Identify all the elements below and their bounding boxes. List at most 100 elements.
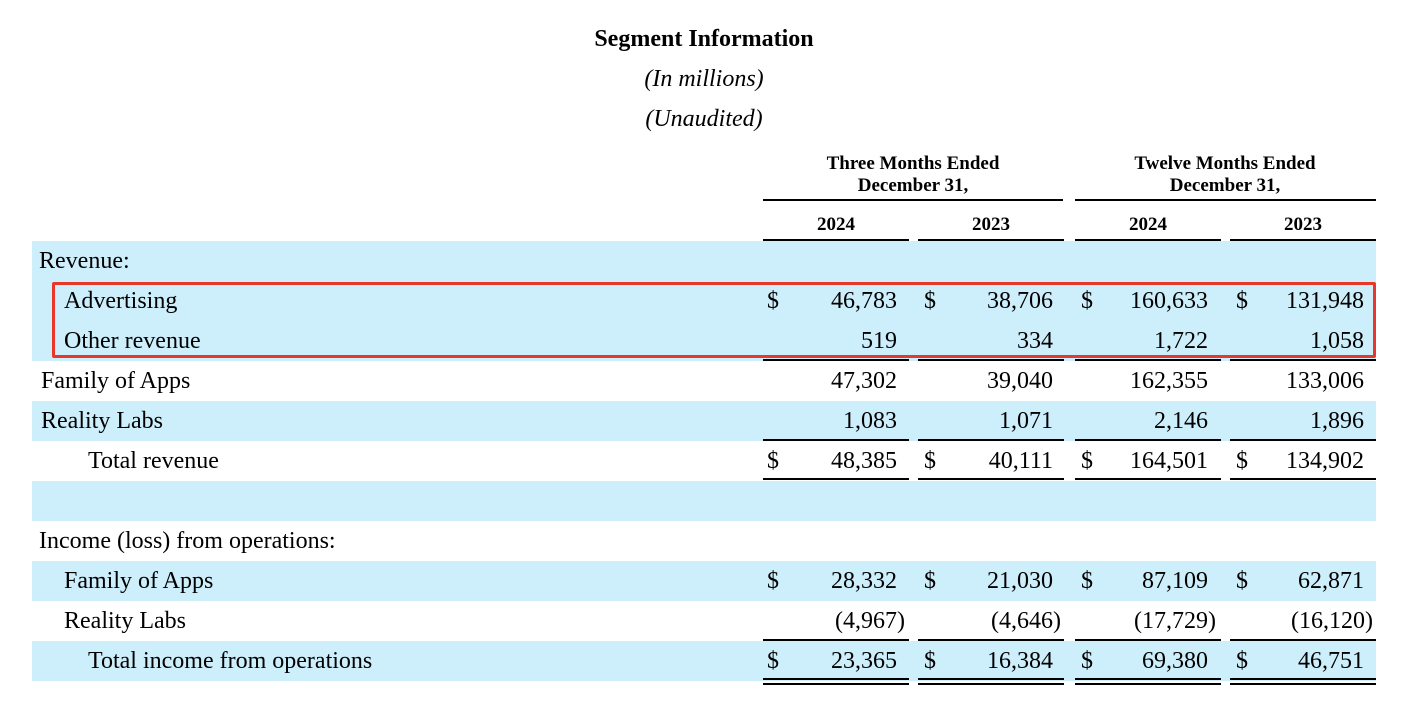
value-cell: 21,030 — [987, 568, 1053, 594]
row-label: Income (loss) from operations: — [39, 528, 336, 554]
table-row: Total income from operations $ 23,365 $ … — [32, 641, 1376, 681]
period-line1: Three Months Ended — [826, 153, 1000, 174]
value-cell: 38,706 — [987, 288, 1053, 314]
subtotal-rule — [763, 359, 909, 361]
highlight-box — [52, 282, 1376, 358]
row-label: Other revenue — [64, 328, 201, 354]
dollar-sign: $ — [1081, 568, 1093, 594]
row-label: Reality Labs — [41, 408, 163, 434]
year-rule — [918, 239, 1064, 241]
period-header-twelve-months: Twelve Months Ended December 31, — [1075, 153, 1375, 197]
subtotal-rule — [918, 359, 1064, 361]
value-cell: 133,006 — [1286, 368, 1364, 394]
dollar-sign: $ — [924, 648, 936, 674]
dollar-sign: $ — [924, 568, 936, 594]
value-cell: 87,109 — [1142, 568, 1208, 594]
value-cell: 47,302 — [831, 368, 897, 394]
dollar-sign: $ — [1236, 448, 1248, 474]
table-row: Total revenue $ 48,385 $ 40,111 $ 164,50… — [32, 441, 1376, 481]
dollar-sign: $ — [924, 288, 936, 314]
period-line2: December 31, — [857, 175, 969, 196]
row-label: Total income from operations — [88, 648, 373, 674]
value-cell: 62,871 — [1298, 568, 1364, 594]
dollar-sign: $ — [767, 568, 779, 594]
period-line2: December 31, — [1169, 175, 1281, 196]
value-cell: 1,083 — [843, 408, 897, 434]
year-rule — [1075, 239, 1221, 241]
subtitle-unaudited: (Unaudited) — [645, 106, 763, 132]
year-rule — [763, 239, 909, 241]
year-rule — [1230, 239, 1376, 241]
value-cell: 28,332 — [831, 568, 897, 594]
value-cell: 164,501 — [1130, 448, 1208, 474]
subtotal-rule — [763, 439, 909, 441]
value-cell: 1,058 — [1310, 328, 1364, 354]
row-label: Family of Apps — [41, 368, 191, 394]
row-label: Advertising — [64, 288, 178, 314]
period-rule — [1075, 199, 1376, 201]
year-header: 2024 — [817, 214, 855, 235]
subtotal-rule — [1230, 359, 1376, 361]
row-label: Total revenue — [88, 448, 219, 474]
value-cell: 2,146 — [1154, 408, 1208, 434]
subtotal-rule — [918, 439, 1064, 441]
value-cell: 39,040 — [987, 368, 1053, 394]
value-cell: (4,646) — [991, 608, 1061, 634]
dollar-sign: $ — [1081, 288, 1093, 314]
table-row: Reality Labs (4,967) (4,646) (17,729) (1… — [32, 601, 1376, 641]
table-row: Revenue: — [32, 241, 1376, 281]
value-cell: 162,355 — [1130, 368, 1208, 394]
dollar-sign: $ — [1236, 568, 1248, 594]
value-cell: 519 — [861, 328, 897, 354]
table-row: Reality Labs 1,083 1,071 2,146 1,896 — [32, 401, 1376, 441]
subtotal-rule — [1075, 439, 1221, 441]
table-row: Family of Apps $ 28,332 $ 21,030 $ 87,10… — [32, 561, 1376, 601]
row-label: Revenue: — [39, 248, 130, 274]
total-double-rule — [1075, 678, 1221, 685]
value-cell: (16,120) — [1291, 608, 1373, 634]
value-cell: 334 — [1017, 328, 1053, 354]
period-rule — [763, 199, 1063, 201]
value-cell: 134,902 — [1286, 448, 1364, 474]
subtotal-rule — [918, 639, 1064, 641]
dollar-sign: $ — [767, 448, 779, 474]
value-cell: 160,633 — [1130, 288, 1208, 314]
dollar-sign: $ — [767, 288, 779, 314]
subtotal-rule — [763, 639, 909, 641]
dollar-sign: $ — [1236, 288, 1248, 314]
table-row: Income (loss) from operations: — [32, 521, 1376, 561]
value-cell: (17,729) — [1134, 608, 1216, 634]
value-cell: 1,071 — [999, 408, 1053, 434]
page-title: Segment Information — [594, 26, 814, 52]
table-row: Other revenue 519 334 1,722 1,058 — [32, 321, 1376, 361]
subtotal-rule — [1075, 639, 1221, 641]
period-header-three-months: Three Months Ended December 31, — [763, 153, 1063, 197]
value-cell: 40,111 — [988, 448, 1053, 474]
row-label: Family of Apps — [64, 568, 214, 594]
subtitle-units: (In millions) — [644, 66, 764, 92]
year-header: 2024 — [1129, 214, 1167, 235]
table-row: Family of Apps 47,302 39,040 162,355 133… — [32, 361, 1376, 401]
value-cell: 131,948 — [1286, 288, 1364, 314]
subtotal-rule — [1230, 439, 1376, 441]
total-double-rule — [1230, 678, 1376, 685]
subtotal-rule — [1075, 359, 1221, 361]
dollar-sign: $ — [767, 648, 779, 674]
value-cell: 23,365 — [831, 648, 897, 674]
value-cell: 48,385 — [831, 448, 897, 474]
value-cell: (4,967) — [835, 608, 905, 634]
year-header: 2023 — [972, 214, 1010, 235]
table-row: Advertising $ 46,783 $ 38,706 $ 160,633 … — [32, 281, 1376, 321]
dollar-sign: $ — [1081, 448, 1093, 474]
table-row-spacer — [32, 481, 1376, 521]
value-cell: 46,751 — [1298, 648, 1364, 674]
year-header: 2023 — [1284, 214, 1322, 235]
subtotal-rule — [1230, 639, 1376, 641]
value-cell: 1,896 — [1310, 408, 1364, 434]
total-double-rule — [918, 678, 1064, 685]
period-line1: Twelve Months Ended — [1134, 153, 1316, 174]
dollar-sign: $ — [1081, 648, 1093, 674]
value-cell: 1,722 — [1154, 328, 1208, 354]
row-label: Reality Labs — [64, 608, 186, 634]
value-cell: 16,384 — [987, 648, 1053, 674]
